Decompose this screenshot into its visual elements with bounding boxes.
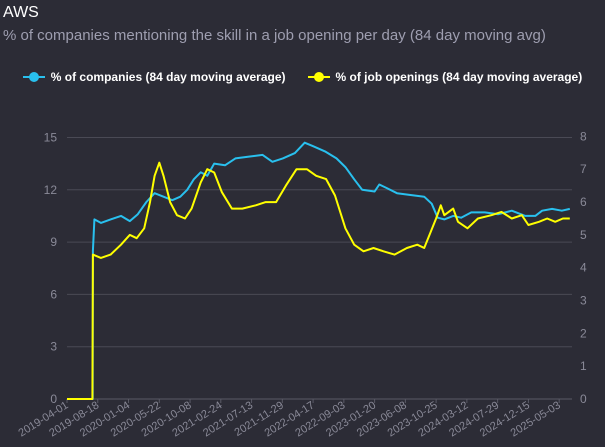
right-y-axis-ticks: 0 1 2 3 4 5 6 7 8 <box>580 129 587 406</box>
x-axis-ticks: 2019-04-012019-08-182020-01-042020-05-22… <box>17 399 563 439</box>
left-y-axis-ticks: 0 3 6 9 12 15 <box>44 130 58 406</box>
chart-title: AWS <box>3 4 39 21</box>
legend-label-openings: % of job openings (84 day moving average… <box>335 70 583 84</box>
left-y-tick-label: 9 <box>50 235 57 249</box>
left-y-tick-label: 15 <box>44 130 58 144</box>
series-line-openings <box>67 161 570 400</box>
left-y-tick-label: 12 <box>44 183 58 197</box>
right-y-tick-label: 1 <box>580 359 587 373</box>
right-y-tick-label: 4 <box>580 261 587 275</box>
right-y-tick-label: 7 <box>580 162 587 176</box>
series-lines <box>67 141 571 400</box>
legend-label-companies: % of companies (84 day moving average) <box>50 70 286 84</box>
legend-item-companies[interactable]: % of companies (84 day moving average) <box>22 70 286 84</box>
right-y-tick-label: 6 <box>580 195 587 209</box>
chart-subtitle: % of companies mentioning the skill in a… <box>3 27 546 44</box>
left-y-tick-label: 0 <box>50 392 57 406</box>
series-line-companies <box>67 141 571 400</box>
legend-swatch-openings <box>307 71 330 83</box>
right-y-tick-label: 0 <box>580 392 587 406</box>
left-y-tick-label: 6 <box>50 287 57 301</box>
right-y-tick-label: 5 <box>580 228 587 242</box>
left-y-tick-label: 3 <box>50 340 57 354</box>
right-y-tick-label: 8 <box>580 129 587 143</box>
legend-swatch-companies <box>22 71 45 83</box>
legend-item-openings[interactable]: % of job openings (84 day moving average… <box>307 70 583 84</box>
right-y-tick-label: 2 <box>580 326 587 340</box>
chart-legend: % of companies (84 day moving average) %… <box>0 70 605 84</box>
right-y-tick-label: 3 <box>580 294 587 308</box>
